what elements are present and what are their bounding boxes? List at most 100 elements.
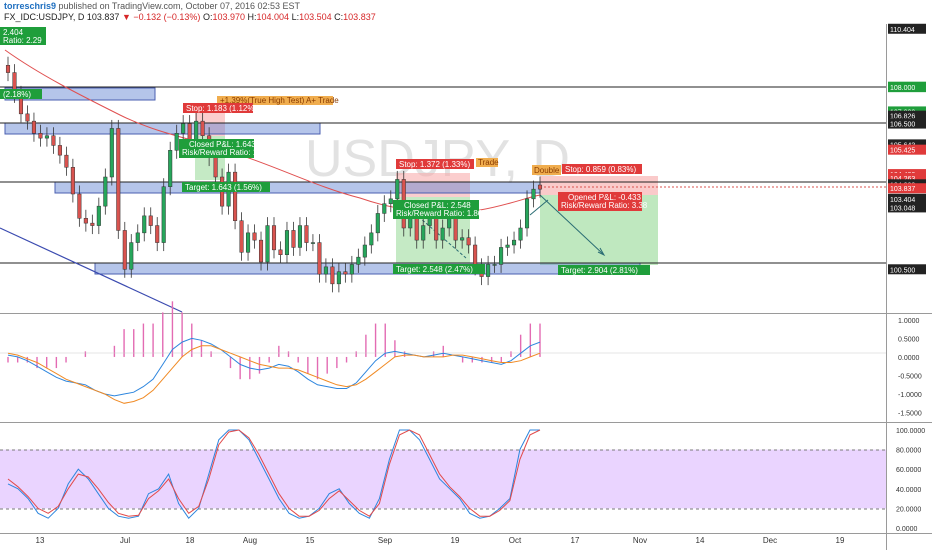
candle[interactable] xyxy=(135,232,140,243)
candle[interactable] xyxy=(83,218,88,224)
candle[interactable] xyxy=(265,225,270,263)
candle[interactable] xyxy=(122,230,127,270)
resistance-zone-2[interactable] xyxy=(4,122,321,135)
macd-axis[interactable]: 1.0000 0.5000 0.0000 -0.5000 -1.0000 -1.5000 xyxy=(898,318,922,418)
candle[interactable] xyxy=(317,242,322,275)
price-tag-label: 100.500 xyxy=(890,267,915,274)
stoch-tick: 20.0000 xyxy=(896,506,921,513)
macd-tick: -1.5000 xyxy=(898,411,922,418)
stoch-tick: 60.0000 xyxy=(896,467,921,474)
candle[interactable] xyxy=(537,184,543,190)
price-axis[interactable]: 110.404108.019108.000107.000106.826106.5… xyxy=(888,23,926,275)
candle[interactable] xyxy=(200,120,205,136)
candle[interactable] xyxy=(512,239,517,246)
target3-box xyxy=(558,265,650,275)
stoch-tick: 40.0000 xyxy=(896,487,921,494)
candle[interactable] xyxy=(64,154,69,168)
candle[interactable] xyxy=(336,271,341,285)
candle[interactable] xyxy=(524,198,530,229)
candle[interactable] xyxy=(103,176,108,207)
candle[interactable] xyxy=(375,213,380,234)
candle[interactable] xyxy=(239,220,244,253)
price-tag xyxy=(888,172,926,183)
stoch-k-line xyxy=(7,429,540,519)
closed2-label-b: Risk/Reward Ratio: 1.86 xyxy=(396,209,483,218)
candle[interactable] xyxy=(213,157,218,178)
candle[interactable] xyxy=(278,249,283,255)
price-tag-label: 106.500 xyxy=(890,122,915,129)
candle[interactable] xyxy=(168,150,173,187)
candle[interactable] xyxy=(343,271,348,275)
candle[interactable] xyxy=(148,215,153,226)
stoch-axis[interactable]: 100.0000 80.0000 60.0000 40.0000 20.0000 0.00… xyxy=(896,428,925,533)
candle[interactable] xyxy=(486,264,491,277)
candle[interactable] xyxy=(395,179,400,200)
candle[interactable] xyxy=(271,225,277,251)
candle[interactable] xyxy=(258,239,264,263)
candle[interactable] xyxy=(187,123,192,141)
zone-left-label: (2.18%) xyxy=(3,90,31,99)
candle[interactable] xyxy=(473,244,478,268)
candle[interactable] xyxy=(531,188,536,200)
candle[interactable] xyxy=(57,145,62,156)
symbol-label[interactable]: FX_IDC:USDJPY, D xyxy=(4,12,85,22)
candle[interactable] xyxy=(194,120,199,141)
candle[interactable] xyxy=(330,266,335,285)
author-name[interactable]: torreschris9 xyxy=(4,1,57,11)
candle[interactable] xyxy=(304,225,309,243)
candle[interactable] xyxy=(421,225,426,241)
pivot-zone[interactable] xyxy=(54,181,541,194)
macd-pane[interactable] xyxy=(0,315,886,422)
candle[interactable] xyxy=(297,225,302,248)
close-value: 103.837 xyxy=(343,12,376,22)
price-tag-label: 110.404 xyxy=(890,27,915,34)
candle[interactable] xyxy=(499,247,504,265)
candle[interactable] xyxy=(310,242,315,244)
candle[interactable] xyxy=(369,232,374,246)
candle[interactable] xyxy=(362,244,367,258)
candle[interactable] xyxy=(181,123,186,134)
candle[interactable] xyxy=(382,203,387,214)
candle[interactable] xyxy=(291,230,296,248)
candle[interactable] xyxy=(505,244,510,248)
candle[interactable] xyxy=(174,133,179,151)
candle[interactable] xyxy=(233,171,238,221)
trendline[interactable] xyxy=(0,227,183,313)
candle[interactable] xyxy=(284,230,290,255)
candle[interactable] xyxy=(518,227,523,241)
candle[interactable] xyxy=(109,128,114,178)
candle[interactable] xyxy=(323,266,328,275)
candle[interactable] xyxy=(161,186,166,243)
candle[interactable] xyxy=(349,264,354,275)
candle[interactable] xyxy=(51,135,56,146)
candle[interactable] xyxy=(356,256,361,265)
stop1-box xyxy=(183,103,253,113)
price-tag-label: 108.000 xyxy=(890,85,915,92)
candle[interactable] xyxy=(77,193,82,219)
last-price: 103.837 xyxy=(86,12,120,22)
time-axis[interactable]: 13 Jul 18 Aug 15 Sep 19 Oct 17 Nov 14 Dec 19 xyxy=(36,536,845,545)
candle[interactable] xyxy=(246,232,251,253)
candle[interactable] xyxy=(129,242,134,270)
candle[interactable] xyxy=(440,227,445,241)
candle[interactable] xyxy=(38,133,43,139)
candle[interactable] xyxy=(155,225,160,243)
candle[interactable] xyxy=(70,167,75,195)
candle[interactable] xyxy=(44,135,49,139)
candle[interactable] xyxy=(116,128,121,231)
candle[interactable] xyxy=(142,215,147,234)
candle[interactable] xyxy=(252,232,257,241)
candle[interactable] xyxy=(492,264,497,266)
time-tick: Dec xyxy=(763,536,777,545)
high-value: 104.004 xyxy=(256,12,290,22)
candle[interactable] xyxy=(25,113,30,122)
candle[interactable] xyxy=(466,237,471,246)
candle[interactable] xyxy=(96,205,101,226)
candle[interactable] xyxy=(460,237,465,241)
candle[interactable] xyxy=(31,120,36,134)
candle[interactable] xyxy=(90,222,95,226)
stoch-tick: 100.0000 xyxy=(896,428,925,435)
candle[interactable] xyxy=(5,65,11,73)
candle[interactable] xyxy=(388,198,393,204)
